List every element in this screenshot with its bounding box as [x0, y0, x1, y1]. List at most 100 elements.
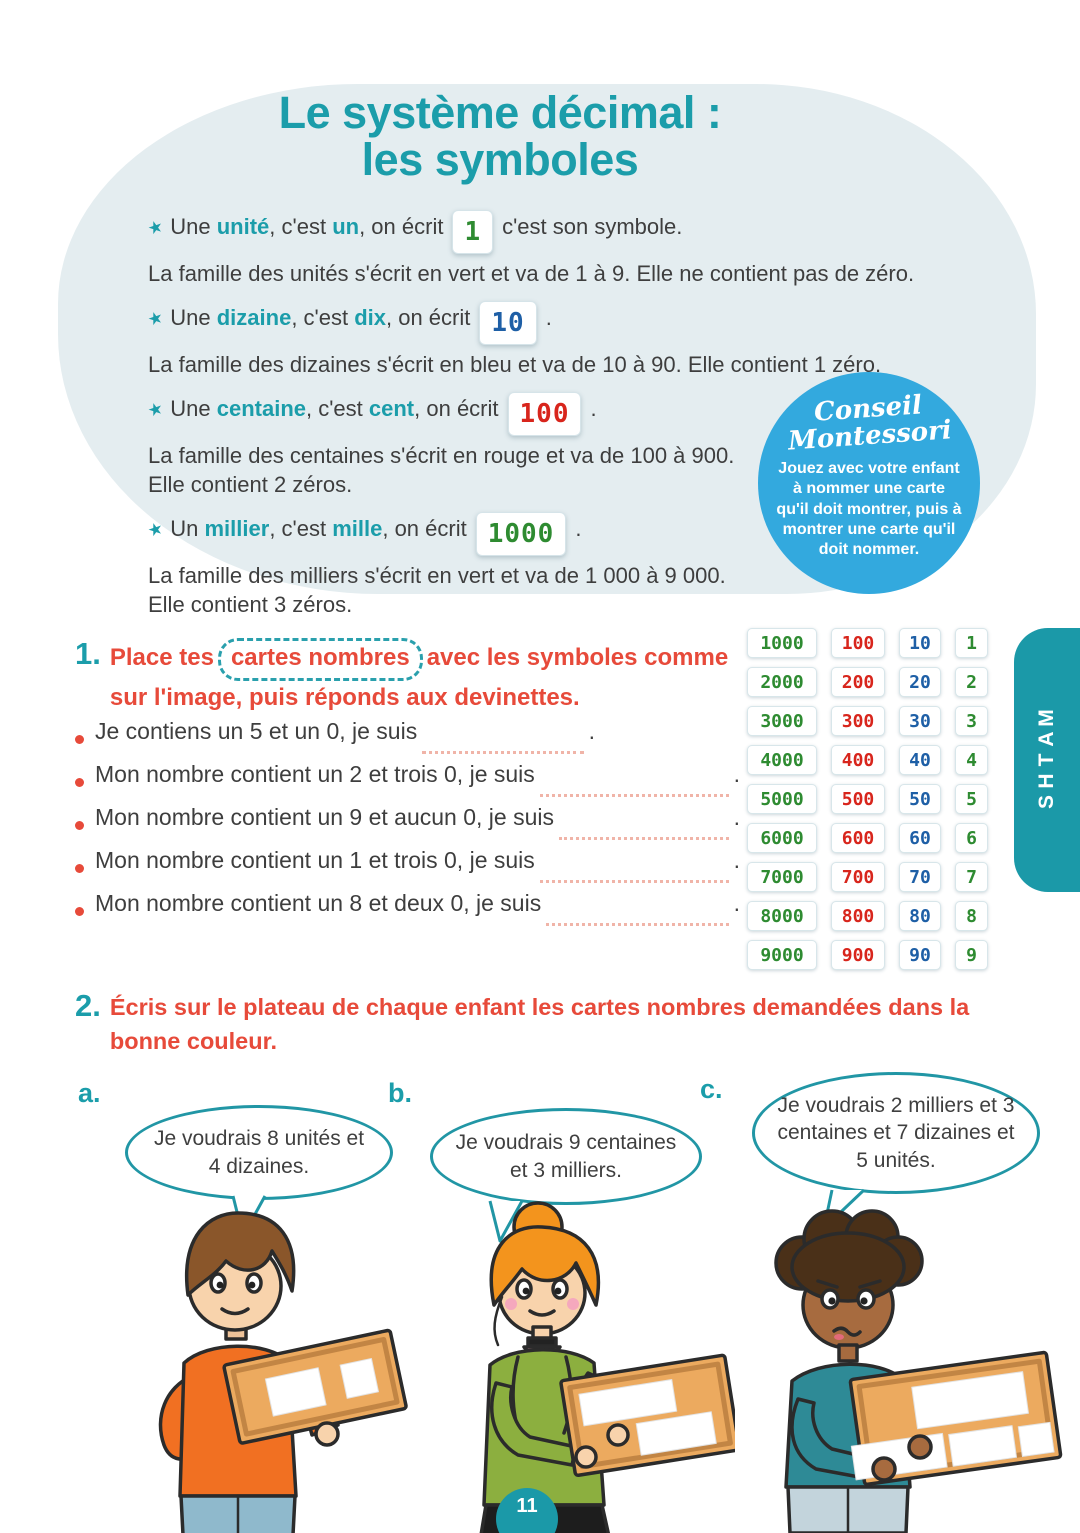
tray-b-card-1[interactable] [578, 1379, 678, 1427]
girl-b-hair [489, 1225, 601, 1307]
lesson-text: c'est son symbole. [502, 214, 683, 239]
lesson-item-dizaine: ★ Une dizaine, c'est dix, on écrit 10. La … [145, 301, 978, 379]
page-number: 11 [516, 1495, 538, 1517]
riddle-row: Mon nombre contient un 9 et aucun 0, je … [75, 804, 740, 847]
lesson-term: unité [216, 214, 270, 239]
number-card: 5 [955, 784, 988, 814]
speech-bubble-a: Je voudrais 8 unités et 4 dizaines. [125, 1105, 393, 1200]
exercise2-header: 2. Écris sur le plateau de chaque enfant… [75, 988, 985, 1058]
number-card-1000: 1000 [475, 512, 567, 556]
boy-c-hand-2 [907, 1434, 933, 1460]
number-card: 90 [899, 940, 941, 970]
lesson-item-unite: ★ Une unité, c'est un, on écrit 1 c'est son… [145, 210, 978, 288]
riddle-text: Mon nombre contient un 1 et trois 0, je … [95, 847, 535, 873]
lesson-text: , on écrit [386, 305, 471, 330]
tray-c-card-3[interactable] [948, 1425, 1017, 1467]
answer-blank[interactable] [559, 837, 729, 840]
number-card: 20 [899, 667, 941, 697]
answer-blank[interactable] [539, 794, 729, 797]
boy-c-neck [837, 1343, 859, 1363]
riddle-text: Mon nombre contient un 9 et aucun 0, je … [95, 804, 555, 830]
lesson-text: , c'est [269, 516, 333, 541]
lesson-text: , on écrit [382, 516, 467, 541]
number-card: 400 [831, 745, 885, 775]
star-bullet-icon: ★ [145, 398, 166, 421]
star-bullet-icon: ★ [145, 518, 166, 541]
lesson-line: ★ Une dizaine, c'est dix, on écrit 10. [145, 301, 978, 345]
number-card: 70 [899, 862, 941, 892]
exercise1-prompt: Place tes cartes nombres avec les symboles… [110, 638, 735, 716]
answer-blank[interactable] [546, 923, 729, 926]
number-card: 3000 [747, 706, 817, 736]
riddle-list: Je contiens un 5 et un 0, je suis . Mon … [75, 718, 740, 933]
riddle-text: Je contiens un 5 et un 0, je suis [95, 718, 418, 744]
child-label-b: b. [388, 1078, 412, 1108]
exercise2-number: 2. [75, 988, 101, 1023]
number-card: 1000 [747, 628, 817, 658]
lesson-text: , c'est [291, 305, 355, 330]
number-card-1: 1 [452, 210, 494, 254]
tray-a-card-2[interactable] [339, 1357, 379, 1399]
number-card-100: 100 [507, 392, 582, 436]
star-bullet-icon: ★ [145, 216, 166, 239]
page-title: Le système décimal : les symboles [0, 89, 1000, 185]
number-card: 7 [955, 862, 988, 892]
lesson-intro: ★ Une unité, c'est un, on écrit 1 c'est son… [145, 210, 978, 632]
lesson-term: millier [204, 516, 270, 541]
boy-c-hand-1 [871, 1456, 897, 1482]
child-illustration-a [158, 1211, 408, 1533]
number-card: 600 [831, 823, 885, 853]
number-card: 800 [831, 901, 885, 931]
grid-column-dizaines: 10 20 30 40 50 60 70 80 90 [899, 628, 941, 970]
number-card: 7000 [747, 862, 817, 892]
number-card: 10 [899, 628, 941, 658]
grid-column-milliers: 1000 2000 3000 4000 5000 6000 7000 8000 … [747, 628, 817, 970]
number-card: 60 [899, 823, 941, 853]
number-card: 80 [899, 901, 941, 931]
page-title-line2: les symboles [361, 133, 639, 185]
bullet-dot-icon [75, 864, 84, 873]
answer-blank[interactable] [422, 751, 584, 754]
lesson-line: ★ Une unité, c'est un, on écrit 1 c'est son… [145, 210, 978, 254]
number-card-grid: 1000 2000 3000 4000 5000 6000 7000 8000 … [747, 628, 988, 970]
child-illustration-c [774, 1209, 1063, 1533]
number-card: 5000 [747, 784, 817, 814]
lesson-text: . [590, 396, 597, 421]
riddle-row: Je contiens un 5 et un 0, je suis . [75, 718, 595, 761]
number-card: 1 [955, 628, 988, 658]
lesson-line: ★ Un millier, c'est mille, on écrit 1000. [145, 512, 978, 556]
tray-b-card-2[interactable] [635, 1411, 717, 1456]
cartes-nombres-highlight: cartes nombres [217, 638, 423, 681]
riddle-period: . [588, 718, 595, 744]
lesson-item-centaine: ★ Une centaine, c'est cent, on écrit 100. … [145, 392, 978, 499]
number-card: 300 [831, 706, 885, 736]
family-text: La famille des milliers s'écrit en vert … [148, 563, 726, 617]
number-card: 4000 [747, 745, 817, 775]
speech-bubble-b: Je voudrais 9 centaines et 3 milliers. [430, 1108, 702, 1205]
number-card: 40 [899, 745, 941, 775]
number-card: 8 [955, 901, 988, 931]
exercise2-prompt: Écris sur le plateau de chaque enfant le… [109, 994, 970, 1055]
bullet-dot-icon [75, 907, 84, 916]
number-card: 30 [899, 706, 941, 736]
answer-blank[interactable] [539, 880, 729, 883]
riddle-period: . [733, 847, 740, 873]
riddle-row: Mon nombre contient un 8 et deux 0, je s… [75, 890, 740, 933]
exercise1-header: 1. Place tes cartes nombres avec les symbo… [75, 637, 735, 716]
tray-a-card-1[interactable] [264, 1367, 327, 1417]
number-card: 9 [955, 940, 988, 970]
girl-b-hand-1 [574, 1445, 598, 1469]
lesson-item-millier: ★ Un millier, c'est mille, on écrit 1000. … [145, 512, 978, 619]
tray-c-card-1[interactable] [911, 1371, 1029, 1430]
girl-b-left-arm [490, 1381, 578, 1467]
number-card: 2 [955, 667, 988, 697]
riddle-text: Mon nombre contient un 2 et trois 0, je … [95, 761, 535, 787]
lesson-text: Une [170, 305, 217, 330]
child-label-c: c. [700, 1074, 723, 1104]
grid-column-unites: 1 2 3 4 5 6 7 8 9 [955, 628, 988, 970]
lesson-text: , c'est [269, 214, 333, 239]
speech-tail-b [488, 1200, 524, 1243]
tray-c-card-4[interactable] [1017, 1421, 1055, 1457]
